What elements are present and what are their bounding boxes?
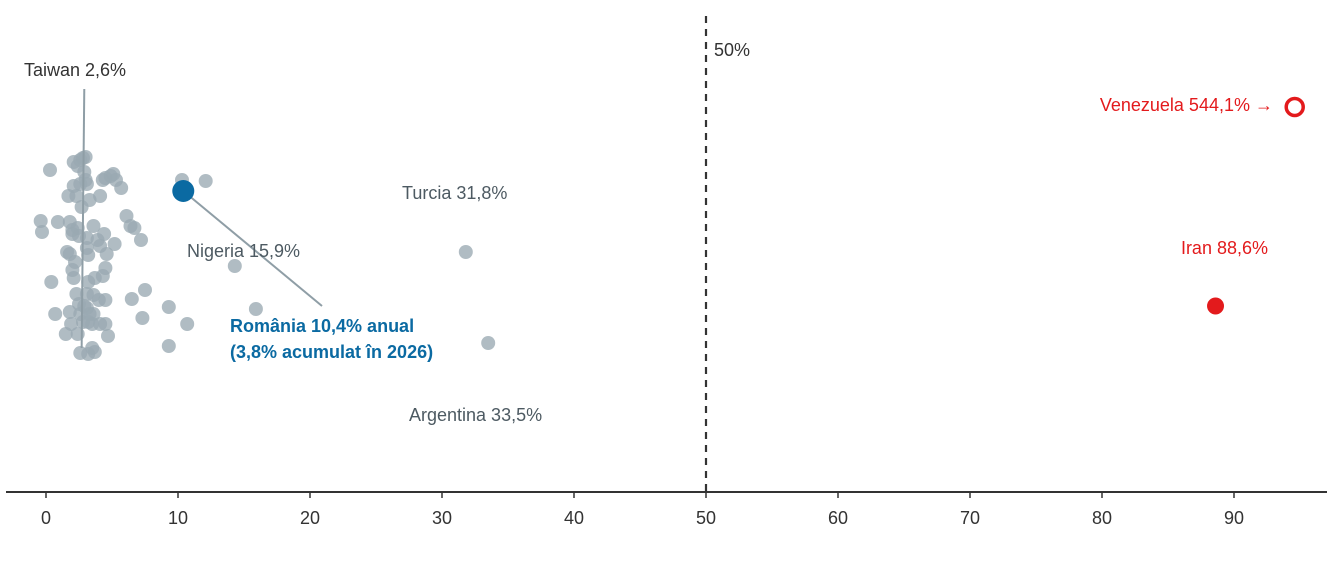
iran-label: Iran 88,6% bbox=[1181, 238, 1268, 258]
data-point bbox=[86, 219, 101, 233]
data-point bbox=[98, 293, 113, 307]
data-point bbox=[78, 150, 93, 164]
x-tick-label: 60 bbox=[828, 508, 848, 528]
data-point bbox=[180, 317, 195, 331]
x-tick-label: 90 bbox=[1224, 508, 1244, 528]
romania-label: România 10,4% anual bbox=[230, 316, 414, 336]
x-tick-label: 70 bbox=[960, 508, 980, 528]
data-point bbox=[481, 336, 496, 350]
data-point bbox=[73, 346, 88, 360]
data-point bbox=[161, 300, 176, 314]
data-point bbox=[81, 275, 96, 289]
data-point bbox=[66, 271, 81, 285]
data-point bbox=[98, 317, 113, 331]
data-point bbox=[134, 233, 148, 247]
data-point bbox=[74, 200, 89, 214]
data-point bbox=[124, 292, 139, 306]
data-point bbox=[69, 189, 84, 203]
data-point bbox=[135, 311, 150, 325]
data-point bbox=[62, 305, 77, 319]
data-point bbox=[98, 261, 113, 275]
taiwan-label: Taiwan 2,6% bbox=[24, 60, 126, 80]
venezuela-point bbox=[1284, 96, 1305, 118]
data-point bbox=[198, 174, 213, 188]
x-axis-ticks: 0 10 20 30 40 50 60 70 80 90 bbox=[41, 492, 1244, 528]
x-tick-label: 0 bbox=[41, 508, 51, 528]
x-tick-label: 80 bbox=[1092, 508, 1112, 528]
data-point bbox=[138, 283, 152, 297]
x-tick-label: 50 bbox=[696, 508, 716, 528]
data-point bbox=[458, 245, 473, 259]
data-point bbox=[79, 177, 94, 191]
data-point bbox=[33, 214, 48, 228]
data-point bbox=[248, 302, 263, 316]
data-point bbox=[97, 227, 112, 241]
leader-layer bbox=[80, 88, 323, 349]
data-point bbox=[48, 307, 63, 321]
x-tick-label: 10 bbox=[168, 508, 188, 528]
iran-point bbox=[1207, 297, 1225, 315]
romania-sublabel: (3,8% acumulat în 2026) bbox=[230, 342, 433, 362]
data-point bbox=[227, 259, 242, 273]
nigeria-label: Nigeria 15,9% bbox=[187, 241, 300, 261]
data-point bbox=[99, 247, 114, 261]
x-tick-label: 40 bbox=[564, 508, 584, 528]
x-tick-label: 20 bbox=[300, 508, 320, 528]
highlight-layer bbox=[172, 96, 1305, 315]
threshold-label: 50% bbox=[714, 40, 750, 60]
data-point bbox=[50, 215, 65, 229]
data-point bbox=[58, 327, 73, 341]
taiwan-leader-line bbox=[80, 88, 86, 349]
turcia-label: Turcia 31,8% bbox=[402, 183, 507, 203]
data-point bbox=[93, 189, 108, 203]
data-point bbox=[127, 221, 142, 235]
venezuela-label: Venezuela 544,1% → bbox=[1100, 95, 1273, 115]
data-point bbox=[161, 339, 176, 353]
romania-leader-line bbox=[182, 190, 323, 307]
x-tick-label: 30 bbox=[432, 508, 452, 528]
data-point bbox=[35, 225, 49, 239]
data-point bbox=[81, 248, 96, 262]
data-point bbox=[44, 275, 59, 289]
argentina-label: Argentina 33,5% bbox=[409, 405, 542, 425]
data-point bbox=[114, 181, 129, 195]
data-point bbox=[101, 329, 115, 343]
data-point bbox=[43, 163, 57, 177]
data-point bbox=[107, 237, 122, 251]
romania-point bbox=[172, 180, 195, 202]
